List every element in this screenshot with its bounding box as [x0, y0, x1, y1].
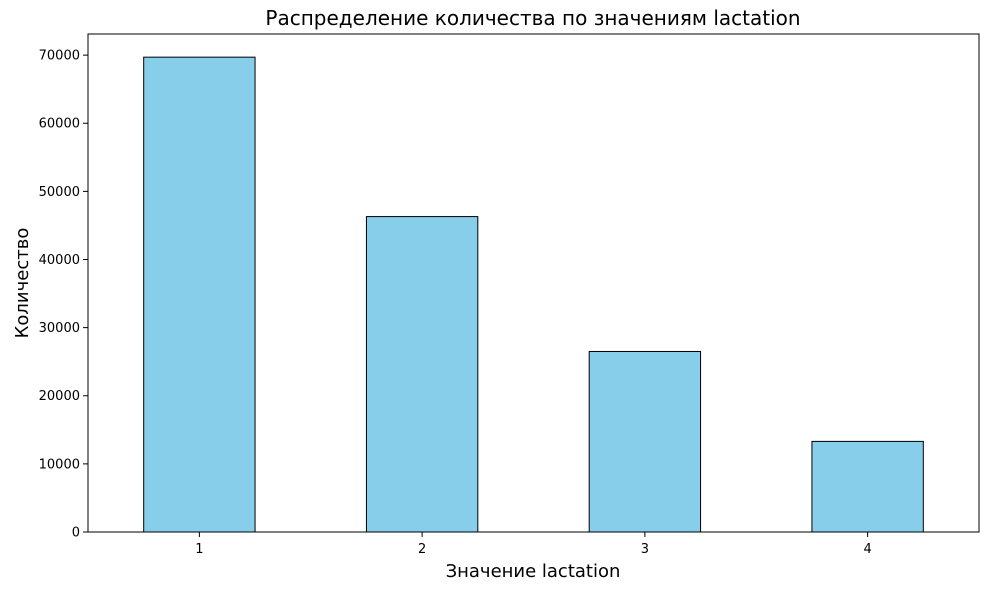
y-tick-label: 70000 [39, 49, 80, 64]
y-tick-label: 50000 [39, 185, 80, 200]
plot-frame [87, 33, 980, 533]
y-axis-label: Количество [12, 228, 33, 339]
bar-2 [365, 216, 479, 533]
y-tick-label: 0 [72, 526, 80, 541]
x-tick-label: 1 [195, 542, 203, 557]
y-tick-label: 30000 [39, 321, 80, 336]
bar-3 [588, 350, 702, 533]
x-axis-ticks: 1 2 3 4 [195, 532, 872, 557]
bars-group [143, 56, 924, 533]
bar-1 [143, 56, 256, 533]
y-tick-label: 20000 [39, 389, 80, 404]
bar-4 [811, 440, 924, 533]
y-tick-label: 10000 [39, 457, 80, 472]
x-axis-label: Значение lactation [446, 561, 621, 582]
y-tick-label: 60000 [39, 117, 80, 132]
x-tick-label: 2 [418, 542, 426, 557]
y-tick-label: 40000 [39, 253, 80, 268]
x-tick-label: 4 [863, 542, 871, 557]
x-tick-label: 3 [641, 542, 649, 557]
y-axis-ticks: 0 10000 20000 30000 40000 50000 60000 70000 [39, 49, 88, 541]
chart-title: Распределение количества по значениям la… [265, 6, 800, 30]
